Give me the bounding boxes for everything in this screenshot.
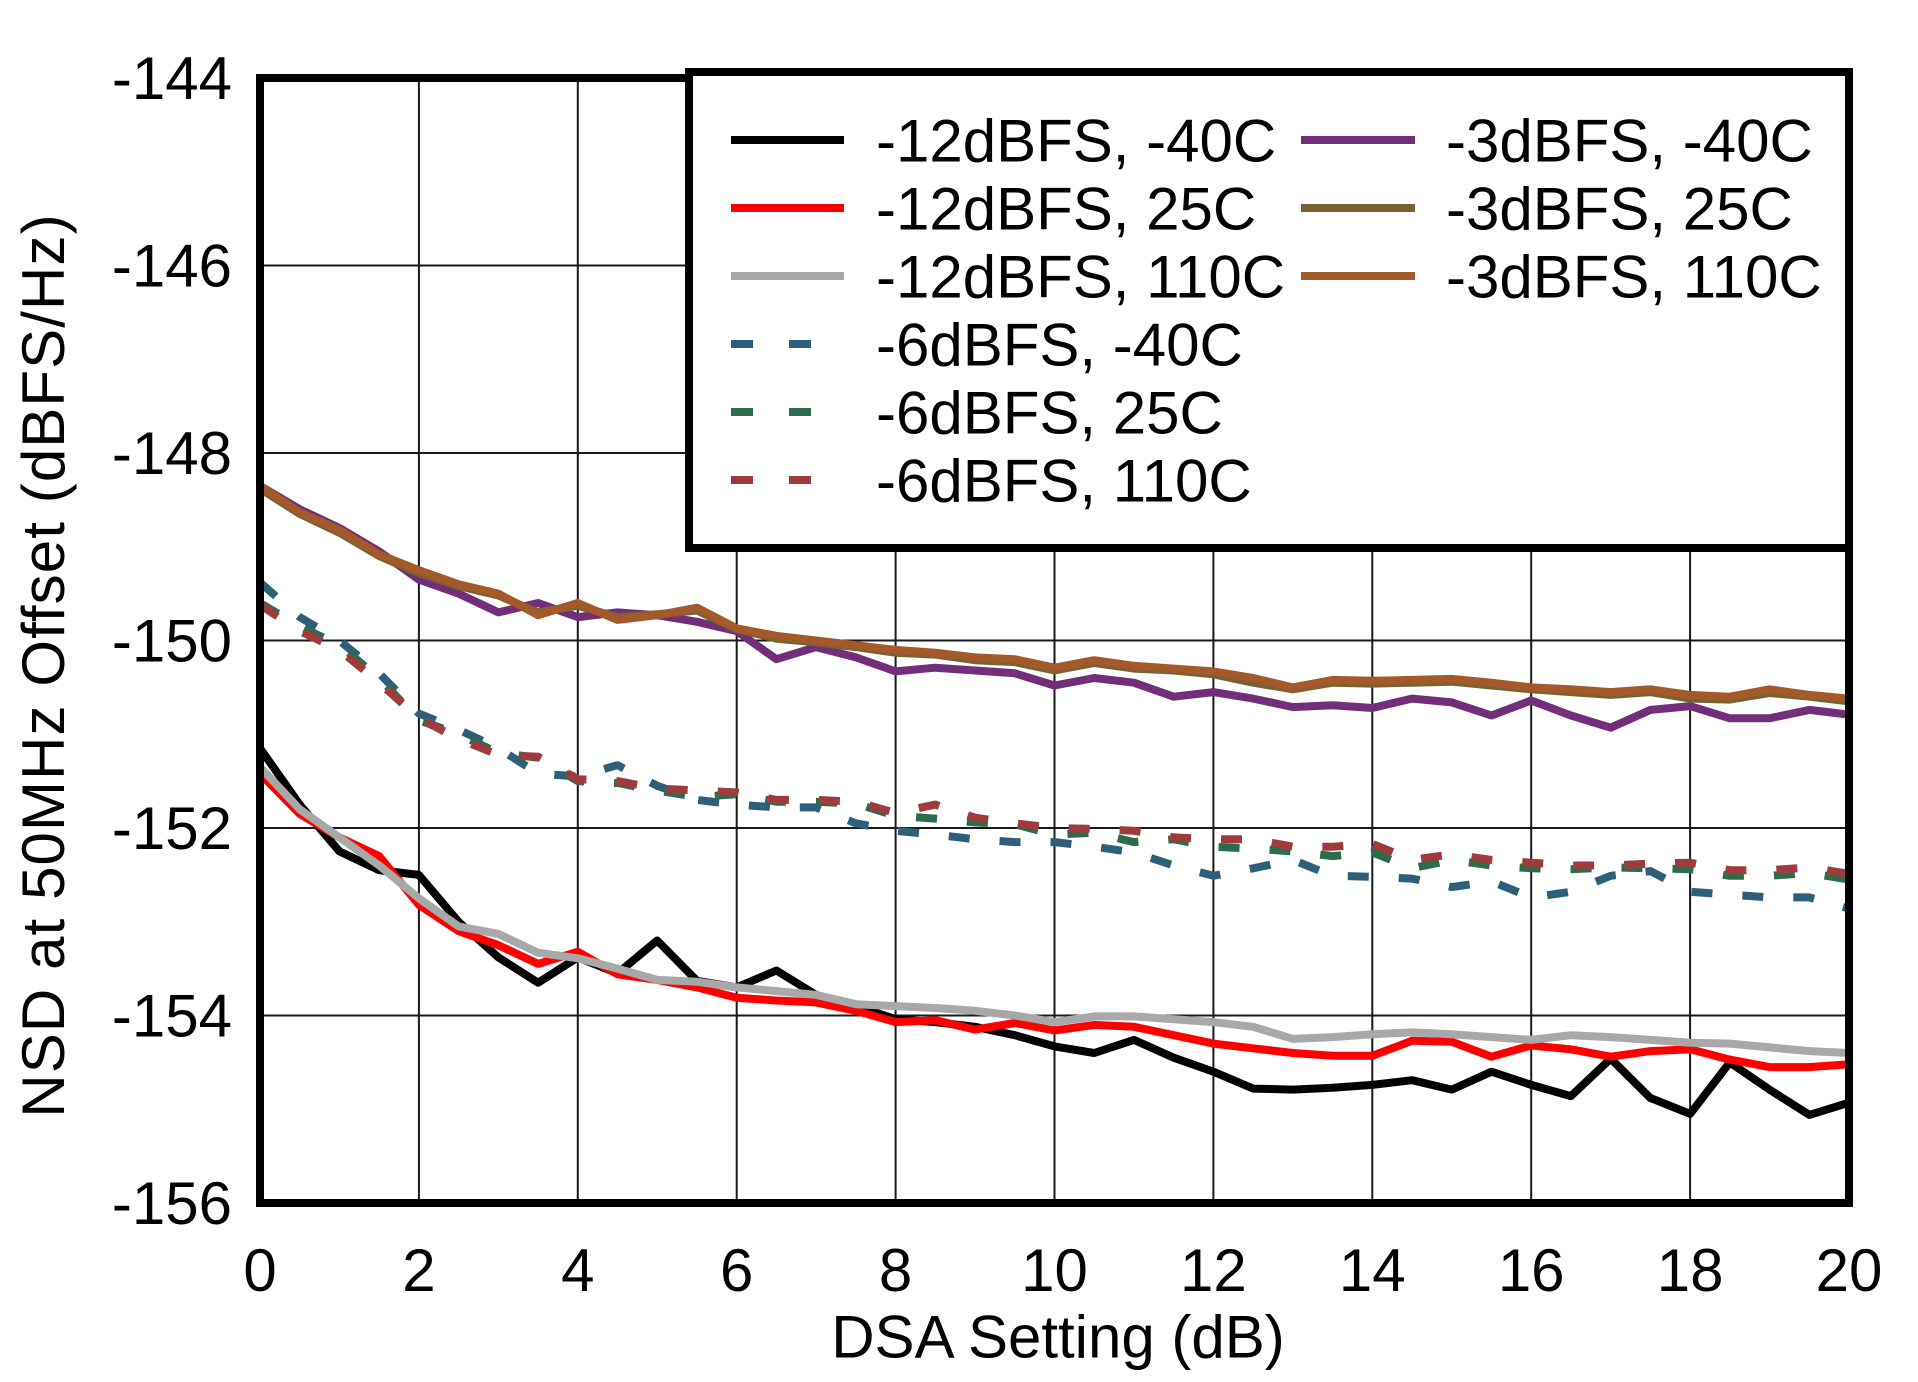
svg-text:8: 8 [879, 1237, 912, 1304]
svg-text:14: 14 [1339, 1237, 1406, 1304]
svg-text:-12dBFS, -40C: -12dBFS, -40C [876, 108, 1276, 175]
svg-text:-144: -144 [112, 45, 232, 112]
svg-text:NSD at 50MHz Offset (dBFS/Hz): NSD at 50MHz Offset (dBFS/Hz) [10, 213, 77, 1117]
svg-text:-148: -148 [112, 420, 232, 487]
svg-text:-3dBFS, -40C: -3dBFS, -40C [1446, 108, 1813, 175]
svg-text:DSA Setting (dB): DSA Setting (dB) [831, 1304, 1285, 1371]
svg-text:-6dBFS, 110C: -6dBFS, 110C [876, 448, 1252, 515]
svg-text:16: 16 [1498, 1237, 1565, 1304]
svg-text:4: 4 [561, 1237, 594, 1304]
svg-text:-12dBFS, 110C: -12dBFS, 110C [876, 244, 1285, 311]
svg-text:10: 10 [1021, 1237, 1088, 1304]
svg-text:-6dBFS, 25C: -6dBFS, 25C [876, 380, 1223, 447]
svg-text:-146: -146 [112, 233, 232, 300]
svg-text:-12dBFS, 25C: -12dBFS, 25C [876, 176, 1256, 243]
svg-text:-150: -150 [112, 608, 232, 675]
svg-text:-3dBFS, 25C: -3dBFS, 25C [1446, 176, 1793, 243]
svg-text:-6dBFS, -40C: -6dBFS, -40C [876, 312, 1243, 379]
svg-text:-156: -156 [112, 1170, 232, 1237]
svg-text:-3dBFS, 110C: -3dBFS, 110C [1446, 244, 1822, 311]
svg-text:12: 12 [1180, 1237, 1247, 1304]
svg-text:6: 6 [720, 1237, 753, 1304]
svg-text:-152: -152 [112, 795, 232, 862]
svg-text:20: 20 [1816, 1237, 1883, 1304]
svg-text:0: 0 [243, 1237, 276, 1304]
svg-text:-154: -154 [112, 983, 232, 1050]
svg-text:2: 2 [402, 1237, 435, 1304]
svg-text:18: 18 [1657, 1237, 1724, 1304]
